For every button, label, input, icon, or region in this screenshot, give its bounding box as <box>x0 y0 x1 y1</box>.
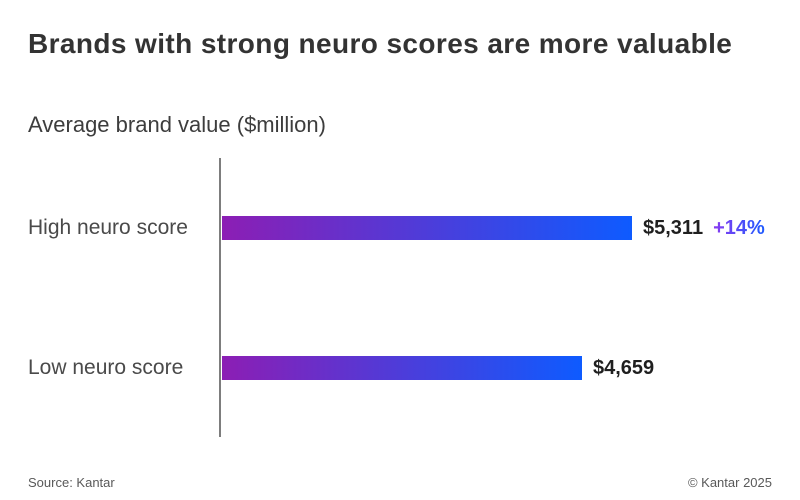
category-label: High neuro score <box>28 216 188 239</box>
chart-row-high-neuro: High neuro score $5,311 +14% <box>0 215 800 241</box>
chart-title: Brands with strong neuro scores are more… <box>28 28 733 59</box>
chart-row-low-neuro: Low neuro score $4,659 <box>0 355 800 381</box>
bar-low-neuro <box>222 356 582 380</box>
bar-change-label: +14% <box>713 216 765 239</box>
bar-value-label: $5,311 <box>643 216 704 239</box>
bar-value-label: $4,659 <box>593 356 655 379</box>
source-note: Source: Kantar <box>28 475 115 490</box>
category-label: Low neuro score <box>28 356 184 379</box>
copyright-note: © Kantar 2025 <box>687 475 772 490</box>
chart-subtitle: Average brand value ($million) <box>28 112 326 137</box>
y-axis-line <box>219 158 221 437</box>
bar-high-neuro <box>222 216 632 240</box>
